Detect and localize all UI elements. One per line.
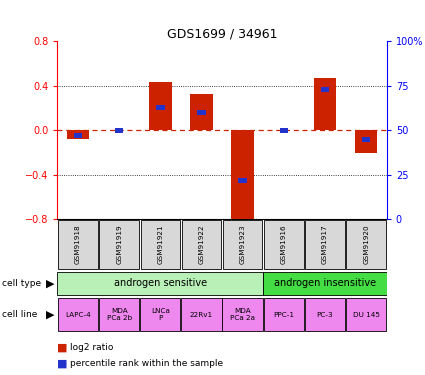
Title: GDS1699 / 34961: GDS1699 / 34961 xyxy=(167,27,277,40)
Text: PPC-1: PPC-1 xyxy=(273,312,295,318)
Bar xyxy=(197,110,206,115)
Bar xyxy=(99,220,139,269)
Bar xyxy=(305,298,345,331)
Bar xyxy=(74,133,82,138)
Bar xyxy=(141,220,180,269)
Bar xyxy=(231,130,254,222)
Text: log2 ratio: log2 ratio xyxy=(70,344,113,352)
Bar xyxy=(140,298,181,331)
Bar xyxy=(264,298,304,331)
Bar xyxy=(58,298,98,331)
Bar xyxy=(355,130,377,153)
Text: cell line: cell line xyxy=(2,310,37,319)
Text: GSM91918: GSM91918 xyxy=(75,225,81,264)
Text: DU 145: DU 145 xyxy=(353,312,380,318)
Bar xyxy=(305,220,345,269)
Bar xyxy=(149,82,172,130)
Text: ▶: ▶ xyxy=(45,279,54,288)
Text: MDA
PCa 2a: MDA PCa 2a xyxy=(230,308,255,321)
Bar xyxy=(99,298,139,331)
Text: GSM91916: GSM91916 xyxy=(281,225,287,264)
Text: ▶: ▶ xyxy=(45,310,54,320)
Bar xyxy=(115,128,123,133)
Text: GSM91919: GSM91919 xyxy=(116,225,122,264)
Text: MDA
PCa 2b: MDA PCa 2b xyxy=(107,308,132,321)
Text: 22Rv1: 22Rv1 xyxy=(190,312,213,318)
Bar xyxy=(263,272,387,295)
Bar xyxy=(238,178,247,183)
Text: GSM91917: GSM91917 xyxy=(322,225,328,264)
Text: ■: ■ xyxy=(57,359,68,369)
Bar xyxy=(314,78,336,130)
Bar xyxy=(156,105,164,110)
Bar xyxy=(264,220,303,269)
Bar xyxy=(321,87,329,92)
Text: LAPC-4: LAPC-4 xyxy=(65,312,91,318)
Bar xyxy=(190,94,213,130)
Bar xyxy=(222,298,263,331)
Bar xyxy=(57,272,263,295)
Bar xyxy=(362,137,371,142)
Text: GSM91921: GSM91921 xyxy=(157,225,163,264)
Bar xyxy=(346,298,386,331)
Text: ■: ■ xyxy=(57,343,68,353)
Bar xyxy=(346,220,386,269)
Text: PC-3: PC-3 xyxy=(317,312,333,318)
Bar xyxy=(223,220,262,269)
Bar xyxy=(182,220,221,269)
Bar xyxy=(58,220,98,269)
Text: LNCa
P: LNCa P xyxy=(151,308,170,321)
Text: GSM91923: GSM91923 xyxy=(240,225,246,264)
Text: cell type: cell type xyxy=(2,279,41,288)
Bar xyxy=(181,298,222,331)
Text: percentile rank within the sample: percentile rank within the sample xyxy=(70,359,223,368)
Text: GSM91920: GSM91920 xyxy=(363,225,369,264)
Text: GSM91922: GSM91922 xyxy=(198,225,204,264)
Text: androgen insensitive: androgen insensitive xyxy=(274,279,376,288)
Text: androgen sensitive: androgen sensitive xyxy=(114,279,207,288)
Bar xyxy=(280,128,288,133)
Bar xyxy=(67,130,89,139)
